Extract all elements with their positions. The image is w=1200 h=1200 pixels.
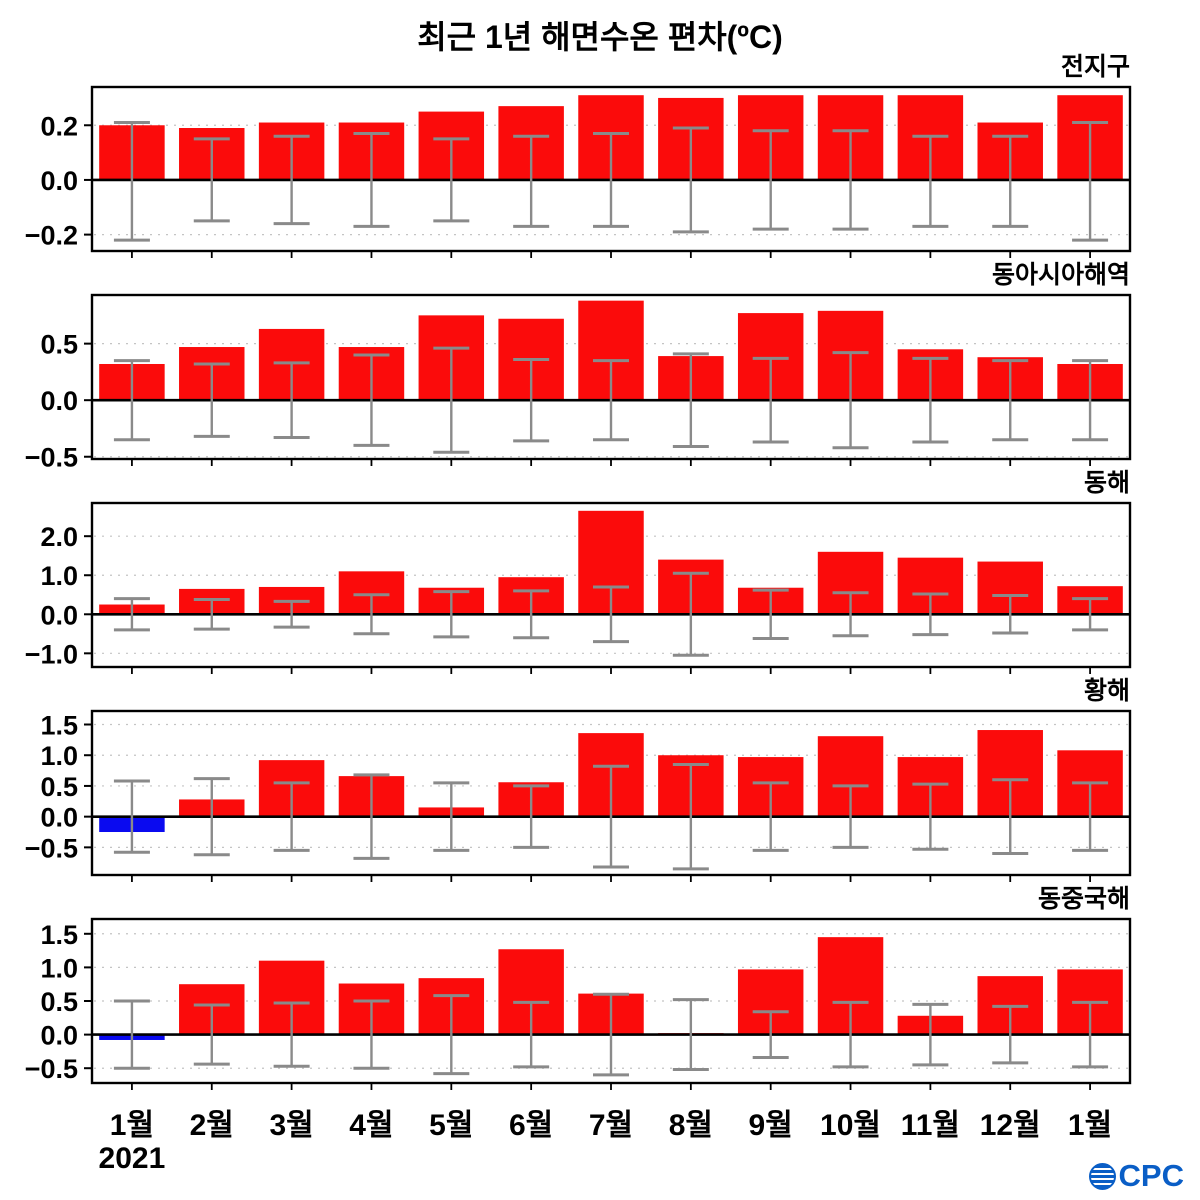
x-axis-label: 12월 [979,1109,1041,1142]
panel-title: 황해 [1083,677,1130,705]
panels-container: 전지구 0.2 0.0 −0.2 동아시아해역 0.5 0.0 −0.5 동해 2.0 1.0 0.0… [0,54,1200,1094]
x-axis-label: 11월 [900,1109,961,1142]
y-tick-label: 0.5 [40,772,78,802]
page-title: 최근 1년 해면수온 편차(ºC) [417,19,783,55]
chart-panel-3: 동해 2.0 1.0 0.0 −1.0 [0,470,1200,678]
y-tick-label: 2.0 [40,522,78,552]
x-axis-label: 3월 [269,1109,314,1142]
y-tick-label: −0.2 [25,221,78,251]
chart-panel-5: 동중국해 1.5 1.0 0.5 0.0 −0.5 [0,886,1200,1094]
x-axis: 1월 2월 3월 4월 5월 6월 7월 8월 9월 10월 11월 12월 1월 2021 [0,1094,1200,1184]
y-tick-label: 0.0 [40,1021,78,1051]
panel-plot: 0.2 0.0 −0.2 [25,85,1132,258]
panel-title: 동중국해 [1037,885,1130,913]
y-tick-label: 0.0 [40,600,78,630]
x-axis-year-label: 2021 [98,1142,166,1175]
y-tick-label: −0.5 [25,1054,78,1084]
x-axis-label: 7월 [588,1109,634,1142]
y-tick-label: 0.0 [40,166,78,196]
chart-panel-1: 전지구 0.2 0.0 −0.2 [0,54,1200,262]
x-axis-label: 2월 [189,1109,234,1142]
y-tick-label: 1.0 [40,561,78,591]
y-tick-label: 1.0 [40,953,78,983]
panel-plot: 1.51.0 0.5 0.0−0.5 [25,917,1132,1090]
y-tick-label: 0.0 [40,803,78,833]
x-axis-label: 9월 [748,1109,793,1142]
panel-plot: 0.5 0.0 −0.5 [25,293,1132,470]
x-axis-label: 6월 [508,1109,554,1142]
panel-title: 동해 [1083,469,1130,497]
x-axis-label: 8월 [668,1109,713,1142]
x-axis-label: 1월 [1067,1109,1113,1142]
chart-panel-2: 동아시아해역 0.5 0.0 −0.5 [0,262,1200,470]
x-axis-label: 5월 [429,1109,474,1142]
y-tick-label: 0.5 [40,330,78,360]
y-tick-label: −1.0 [25,639,78,669]
y-tick-label: 1.5 [40,920,78,950]
y-tick-label: 1.5 [40,711,78,741]
panel-title: 동아시아해역 [991,261,1130,289]
x-axis-label: 4월 [349,1109,394,1142]
y-tick-label: −0.5 [25,443,78,470]
chart-panel-4: 황해 1.5 1.0 0.5 0.0 −0.5 [0,678,1200,886]
ocpc-logo-text: CPC [1118,1158,1184,1193]
x-axis-label: 10월 [820,1109,882,1142]
y-tick-label: 1.0 [40,741,78,771]
panel-plot: 2.0 1.0 0.0 −1.0 [25,501,1132,674]
panel-plot: 1.51.00.50.0−0.5 [25,709,1132,882]
y-tick-label: 0.0 [40,386,78,416]
panel-title: 전지구 [1060,53,1130,81]
x-axis-label: 1월 [109,1109,155,1142]
y-tick-label: 0.2 [40,111,78,141]
ocpc-globe-icon [1088,1162,1116,1190]
y-tick-label: 0.5 [40,987,78,1017]
y-tick-label: −0.5 [25,833,78,863]
ocpc-logo: CPC [1088,1158,1184,1194]
